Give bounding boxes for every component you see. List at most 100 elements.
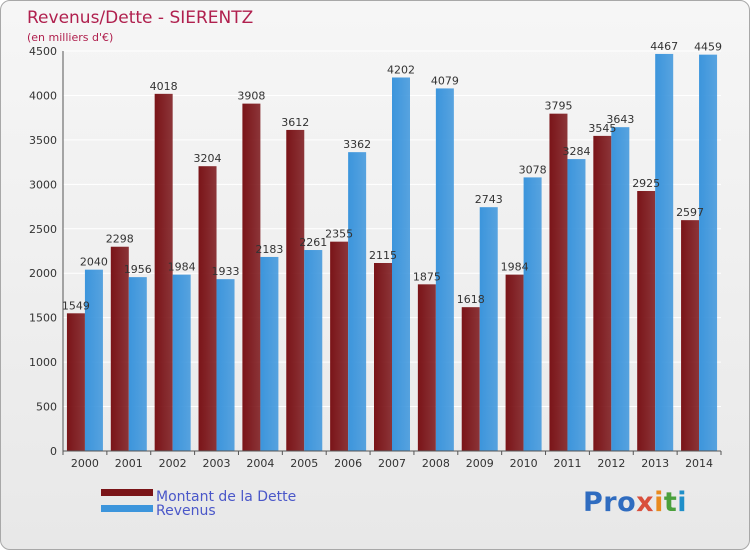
data-label: 1549 xyxy=(62,299,90,312)
x-tick-label: 2008 xyxy=(422,457,450,470)
bar-revenus xyxy=(523,177,542,451)
x-tick-label: 2003 xyxy=(203,457,231,470)
bar-revenus xyxy=(216,279,235,451)
bars xyxy=(66,53,718,452)
data-label: 3908 xyxy=(237,90,265,103)
bar-revenus xyxy=(84,269,103,451)
y-tick-label: 0 xyxy=(50,445,57,458)
bar-revenus xyxy=(172,274,191,451)
bar-debt xyxy=(549,113,568,452)
bar-revenus xyxy=(348,152,367,451)
x-tick-label: 2005 xyxy=(290,457,318,470)
y-tick-label: 3500 xyxy=(29,134,57,147)
bar-debt xyxy=(505,274,524,451)
data-label: 2597 xyxy=(676,206,704,219)
x-tick-label: 2006 xyxy=(334,457,362,470)
data-label: 1956 xyxy=(124,263,152,276)
data-label: 1875 xyxy=(413,270,441,283)
data-label: 2261 xyxy=(299,236,327,249)
data-label: 3643 xyxy=(606,113,634,126)
bar-debt xyxy=(286,129,305,451)
data-label: 3795 xyxy=(544,100,572,113)
x-tick-label: 2002 xyxy=(159,457,187,470)
data-label: 2298 xyxy=(106,233,134,246)
legend-swatch-debt xyxy=(101,489,153,496)
legend: Montant de la Dette Revenus xyxy=(101,489,296,519)
bar-debt xyxy=(417,284,436,451)
data-label: 2040 xyxy=(80,256,108,269)
data-label: 3284 xyxy=(562,145,590,158)
bar-debt xyxy=(330,241,349,451)
x-tick-label: 2004 xyxy=(246,457,274,470)
data-label: 4018 xyxy=(150,80,178,93)
data-label: 3362 xyxy=(343,138,371,151)
x-tick-label: 2007 xyxy=(378,457,406,470)
bar-debt xyxy=(681,220,700,451)
bar-revenus xyxy=(567,159,586,452)
data-label: 4202 xyxy=(387,63,415,76)
bar-revenus xyxy=(260,256,279,451)
bar-debt xyxy=(461,307,480,451)
data-label: 3078 xyxy=(519,163,547,176)
y-tick-label: 4000 xyxy=(29,89,57,102)
bar-revenus xyxy=(392,77,410,451)
x-tick-label: 2013 xyxy=(641,457,669,470)
chart-subtitle: (en milliers d'€) xyxy=(27,31,113,44)
x-tick-label: 2009 xyxy=(466,457,494,470)
x-tick-label: 2000 xyxy=(71,457,99,470)
bar-debt xyxy=(198,166,217,451)
data-label: 1984 xyxy=(501,261,529,274)
data-label: 4467 xyxy=(650,40,678,53)
bar-revenus xyxy=(611,127,630,451)
data-label: 1618 xyxy=(457,293,485,306)
y-axis-ticks: 0 500 1000 1500 2000 2500 3000 3500 4000 4500 xyxy=(29,45,57,458)
bar-revenus xyxy=(479,207,498,451)
data-label: 1984 xyxy=(168,261,196,274)
data-label: 3204 xyxy=(194,152,222,165)
y-tick-label: 500 xyxy=(36,401,57,414)
data-label: 3545 xyxy=(588,122,616,135)
data-label: 2183 xyxy=(255,243,283,256)
proxiti-logo: Proxiti xyxy=(583,487,688,518)
chart-title: Revenus/Dette - SIERENTZ xyxy=(27,8,253,28)
bar-revenus xyxy=(128,277,147,451)
data-label: 2355 xyxy=(325,228,353,241)
bar-debt xyxy=(242,103,261,451)
y-tick-label: 2000 xyxy=(29,267,57,280)
data-label: 2743 xyxy=(475,193,503,206)
y-tick-label: 1500 xyxy=(29,312,57,325)
data-label: 2925 xyxy=(632,177,660,190)
data-label: 4079 xyxy=(431,74,459,87)
bar-debt xyxy=(154,93,173,451)
data-label: 1933 xyxy=(212,265,240,278)
x-tick-label: 2012 xyxy=(597,457,625,470)
x-axis-ticks: 2000 2001 2002 2003 2004 2005 2006 2007 2008 2009… xyxy=(71,457,713,470)
bar-debt xyxy=(66,313,85,451)
data-label: 2115 xyxy=(369,249,397,262)
y-tick-label: 4500 xyxy=(29,45,57,58)
legend-swatch-revenus xyxy=(101,505,153,512)
legend-label-debt: Montant de la Dette xyxy=(156,489,296,505)
legend-label-revenus: Revenus xyxy=(156,503,216,519)
data-label: 4459 xyxy=(694,41,722,54)
x-tick-label: 2010 xyxy=(510,457,538,470)
y-tick-label: 1000 xyxy=(29,356,57,369)
x-tick-label: 2011 xyxy=(553,457,581,470)
bar-revenus xyxy=(655,53,674,451)
bar-debt xyxy=(637,191,656,451)
axes xyxy=(62,51,722,455)
bar-revenus xyxy=(435,88,454,451)
y-tick-label: 3000 xyxy=(29,178,57,191)
bar-revenus xyxy=(304,250,323,451)
bar-debt xyxy=(374,263,392,451)
bar-debt xyxy=(110,246,129,451)
data-label: 3612 xyxy=(281,116,309,129)
y-tick-label: 2500 xyxy=(29,223,57,236)
x-tick-label: 2001 xyxy=(115,457,143,470)
x-tick-label: 2014 xyxy=(685,457,713,470)
bar-debt xyxy=(593,135,612,451)
data-labels: 1549 2040 2298 1956 4018 1984 3204 1933 3908 2183… xyxy=(62,40,722,312)
bar-revenus xyxy=(699,54,718,452)
